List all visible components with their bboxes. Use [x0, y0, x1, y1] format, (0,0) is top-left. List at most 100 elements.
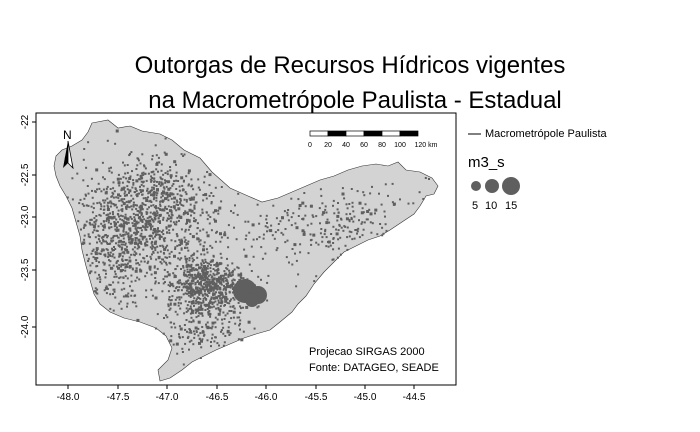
water-right-point: [123, 233, 126, 236]
water-right-point: [203, 175, 206, 178]
water-right-point: [193, 252, 196, 255]
scale-bar: [309, 130, 419, 137]
water-right-point: [175, 175, 178, 178]
water-right-point: [287, 219, 290, 222]
water-right-point: [106, 204, 109, 207]
water-right-point: [108, 283, 111, 286]
water-right-point: [158, 236, 161, 239]
water-right-point: [186, 265, 189, 267]
water-right-point: [173, 276, 176, 279]
water-right-point: [154, 235, 156, 238]
water-right-point: [185, 242, 188, 245]
water-right-point: [193, 273, 196, 276]
water-right-point: [107, 221, 110, 224]
water-right-point: [169, 166, 172, 168]
water-right-point: [183, 236, 186, 239]
scale-bar-label: 0: [308, 142, 312, 149]
water-right-point: [120, 263, 123, 266]
water-right-point: [216, 303, 219, 306]
water-right-point: [175, 233, 178, 235]
water-right-point: [183, 282, 186, 285]
water-right-point: [139, 209, 142, 212]
water-right-point: [110, 171, 113, 174]
water-right-point: [204, 279, 207, 282]
water-right-point: [327, 240, 331, 244]
water-right-point: [193, 277, 196, 280]
water-right-point: [111, 247, 113, 250]
water-right-point: [110, 226, 113, 229]
water-right-point: [188, 328, 191, 330]
water-right-point: [172, 343, 175, 346]
water-right-point: [340, 226, 343, 229]
water-right-point: [141, 235, 145, 239]
water-right-point: [142, 248, 145, 251]
water-right-point: [242, 277, 245, 280]
water-right-point: [271, 234, 274, 237]
water-right-point: [129, 236, 132, 239]
water-right-point: [85, 253, 88, 256]
water-right-point: [223, 341, 226, 344]
water-right-point: [198, 292, 201, 295]
water-right-point: [136, 230, 138, 233]
water-right-point: [186, 213, 189, 215]
legend-size-title: m3_s: [468, 154, 505, 171]
water-right-point: [231, 279, 234, 282]
water-right-point: [167, 199, 170, 202]
water-right-point: [198, 240, 201, 243]
water-right-point: [337, 211, 340, 214]
water-right-point: [98, 273, 100, 276]
water-right-point: [215, 273, 218, 276]
water-right-point: [369, 212, 373, 216]
water-right-point: [219, 310, 222, 313]
water-right-point: [170, 326, 173, 329]
water-right-point: [151, 154, 154, 157]
water-right-point: [274, 231, 277, 234]
water-right-point: [150, 175, 153, 178]
water-right-point: [117, 196, 120, 199]
water-right-point: [219, 308, 222, 311]
water-right-point: [227, 275, 230, 278]
water-right-point: [174, 248, 177, 250]
water-right-point: [266, 299, 269, 302]
water-right-point: [114, 273, 117, 276]
water-right-point: [158, 257, 160, 260]
water-right-point: [341, 187, 344, 190]
water-right-point: [219, 281, 222, 284]
water-right-point: [115, 262, 118, 265]
water-right-point: [188, 340, 191, 343]
water-right-point: [112, 288, 115, 291]
water-right-point: [336, 208, 339, 211]
water-right-point: [159, 261, 162, 263]
water-right-point: [164, 256, 167, 259]
water-right-point: [358, 236, 361, 239]
water-right-point: [122, 269, 124, 272]
water-right-point: [161, 244, 164, 247]
water-right-point: [140, 180, 143, 183]
water-right-point: [117, 173, 120, 176]
water-right-point: [211, 286, 214, 289]
water-right-point: [167, 284, 170, 287]
water-right-point: [370, 231, 373, 234]
water-right-point: [109, 212, 112, 215]
water-right-point: [168, 281, 171, 284]
water-right-point: [202, 248, 205, 252]
water-right-point: [222, 280, 225, 283]
water-right-point: [144, 204, 147, 206]
water-right-point: [124, 259, 127, 261]
water-right-point: [350, 218, 353, 221]
water-right-point: [207, 311, 210, 314]
water-right-point: [113, 234, 116, 237]
water-right-point: [183, 271, 186, 274]
water-right-point: [90, 252, 93, 255]
water-right-point: [205, 211, 208, 214]
water-right-point: [187, 290, 190, 293]
water-right-point: [134, 269, 138, 273]
water-right-point: [94, 223, 97, 226]
water-right-point: [168, 255, 171, 258]
water-right-point: [206, 251, 209, 254]
water-right-point: [162, 199, 165, 202]
water-right-point: [102, 238, 105, 241]
water-right-point: [195, 298, 198, 301]
water-right-point: [136, 222, 139, 225]
water-right-point: [87, 141, 90, 144]
